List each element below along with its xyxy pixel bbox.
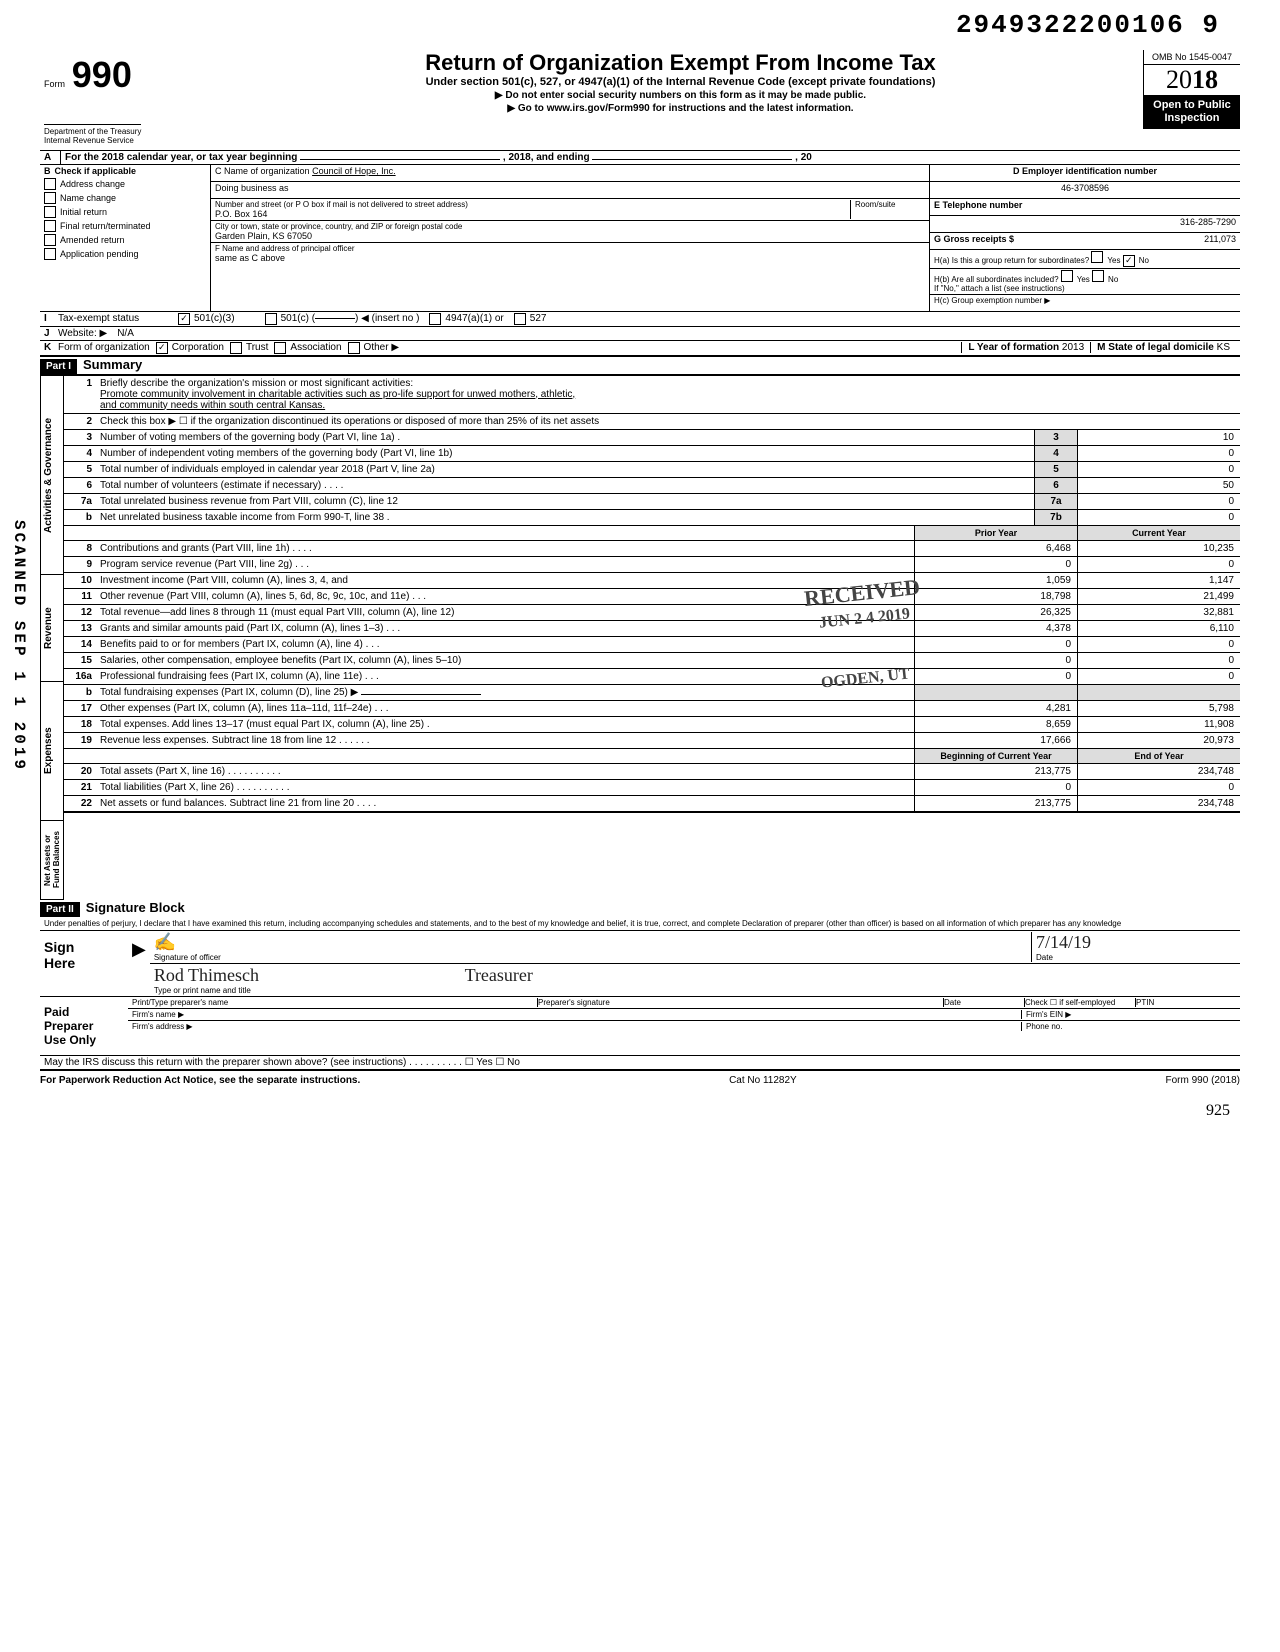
line-15: 15Salaries, other compensation, employee… bbox=[64, 653, 1240, 669]
entity-info-block: BCheck if applicable Address change Name… bbox=[40, 165, 1240, 312]
cb-501c[interactable] bbox=[265, 313, 277, 325]
discuss-line: May the IRS discuss this return with the… bbox=[40, 1056, 1240, 1071]
line-16a: 16aProfessional fundraising fees (Part I… bbox=[64, 669, 1240, 685]
line-14: 14Benefits paid to or for members (Part … bbox=[64, 637, 1240, 653]
street-address: P.O. Box 164 bbox=[215, 209, 850, 219]
vtab-net-assets: Net Assets or Fund Balances bbox=[40, 821, 64, 900]
line-16b: bTotal fundraising expenses (Part IX, co… bbox=[64, 685, 1240, 701]
line-13: 13Grants and similar amounts paid (Part … bbox=[64, 621, 1240, 637]
row-i-tax-status: I Tax-exempt status ✓501(c)(3) 501(c) ( … bbox=[40, 312, 1240, 327]
cb-527[interactable] bbox=[514, 313, 526, 325]
cb-final-return[interactable] bbox=[44, 220, 56, 232]
cb-group-yes[interactable] bbox=[1091, 251, 1103, 263]
line-12: 12Total revenue—add lines 8 through 11 (… bbox=[64, 605, 1240, 621]
row-k-form-org: K Form of organization ✓Corporation Trus… bbox=[40, 341, 1240, 357]
line-3: 3Number of voting members of the governi… bbox=[64, 430, 1240, 446]
cb-amended[interactable] bbox=[44, 234, 56, 246]
line-9: 9Program service revenue (Part VIII, lin… bbox=[64, 557, 1240, 573]
line-1: 1 Briefly describe the organization's mi… bbox=[64, 376, 1240, 414]
sign-here-block: Sign Here ▶ ✍ Signature of officer 7/14/… bbox=[40, 931, 1240, 997]
vtab-expenses: Expenses bbox=[40, 682, 64, 821]
row-j-website: J Website: ▶ N/A bbox=[40, 327, 1240, 341]
cb-corp[interactable]: ✓ bbox=[156, 342, 168, 354]
cb-trust[interactable] bbox=[230, 342, 242, 354]
line-17: 17Other expenses (Part IX, column (A), l… bbox=[64, 701, 1240, 717]
gross-receipts: 211,073 bbox=[1204, 234, 1236, 244]
paid-preparer-block: Paid Preparer Use Only Print/Type prepar… bbox=[40, 997, 1240, 1056]
tax-year: 2018 bbox=[1144, 65, 1240, 95]
ssn-warning: ▶ Do not enter social security numbers o… bbox=[228, 90, 1133, 101]
cb-address-change[interactable] bbox=[44, 178, 56, 190]
form-number: 990 bbox=[72, 54, 132, 96]
document-id: 2949322200106 9 bbox=[956, 10, 1220, 40]
line-18: 18Total expenses. Add lines 13–17 (must … bbox=[64, 717, 1240, 733]
perjury-declaration: Under penalties of perjury, I declare th… bbox=[40, 917, 1240, 931]
line-10: 10Investment income (Part VIII, column (… bbox=[64, 573, 1240, 589]
form-footer: For Paperwork Reduction Act Notice, see … bbox=[40, 1071, 1240, 1090]
cb-group-no[interactable]: ✓ bbox=[1123, 255, 1135, 267]
form-subtitle: Under section 501(c), 527, or 4947(a)(1)… bbox=[228, 76, 1133, 88]
line-7b: bNet unrelated business taxable income f… bbox=[64, 510, 1240, 526]
telephone: 316-285-7290 bbox=[930, 216, 1240, 233]
city-state-zip: Garden Plain, KS 67050 bbox=[215, 231, 925, 241]
year-formation: 2013 bbox=[1062, 342, 1084, 353]
part-2-header: Part IISignature Block bbox=[40, 900, 1240, 917]
summary-table: Activities & Governance Revenue Expenses… bbox=[40, 375, 1240, 900]
cb-assoc[interactable] bbox=[274, 342, 286, 354]
dept-treasury: Department of the Treasury Internal Reve… bbox=[44, 124, 141, 145]
cb-name-change[interactable] bbox=[44, 192, 56, 204]
cb-501c3[interactable]: ✓ bbox=[178, 313, 190, 325]
line-2: 2Check this box ▶ ☐ if the organization … bbox=[64, 414, 1240, 430]
form-title: Return of Organization Exempt From Incom… bbox=[228, 50, 1133, 76]
state-domicile: KS bbox=[1217, 342, 1230, 353]
open-public-badge: Open to PublicInspection bbox=[1144, 95, 1240, 129]
vtab-governance: Activities & Governance bbox=[40, 376, 64, 575]
sign-date: 7/14/19 bbox=[1036, 932, 1236, 953]
line-4: 4Number of independent voting members of… bbox=[64, 446, 1240, 462]
line-8: 8Contributions and grants (Part VIII, li… bbox=[64, 541, 1240, 557]
col-headers-1: Prior YearCurrent Year bbox=[64, 526, 1240, 541]
principal-officer: same as C above bbox=[215, 253, 925, 263]
instructions-link: ▶ Go to www.irs.gov/Form990 for instruct… bbox=[228, 103, 1133, 114]
line-5: 5Total number of individuals employed in… bbox=[64, 462, 1240, 478]
row-a-tax-year: A For the 2018 calendar year, or tax yea… bbox=[40, 151, 1240, 165]
cb-other[interactable] bbox=[348, 342, 360, 354]
scanned-stamp: SCANNED SEP 1 1 2019 bbox=[10, 520, 28, 772]
vtab-revenue: Revenue bbox=[40, 575, 64, 682]
officer-title: Treasurer bbox=[465, 965, 533, 985]
line-6: 6Total number of volunteers (estimate if… bbox=[64, 478, 1240, 494]
cb-app-pending[interactable] bbox=[44, 248, 56, 260]
part-1-header: Part ISummary bbox=[40, 357, 1240, 375]
form-label: Form bbox=[44, 79, 65, 89]
omb-number: OMB No 1545-0047 bbox=[1144, 50, 1240, 65]
cb-initial-return[interactable] bbox=[44, 206, 56, 218]
line-7a: 7aTotal unrelated business revenue from … bbox=[64, 494, 1240, 510]
org-name: Council of Hope, Inc. bbox=[312, 166, 396, 176]
officer-name: Rod Thimesch bbox=[154, 965, 259, 985]
cb-4947[interactable] bbox=[429, 313, 441, 325]
cb-subs-no[interactable] bbox=[1092, 270, 1104, 282]
officer-signature: ✍ bbox=[154, 932, 1031, 953]
line-11: 11Other revenue (Part VIII, column (A), … bbox=[64, 589, 1240, 605]
col-headers-2: Beginning of Current YearEnd of Year bbox=[64, 749, 1240, 764]
line-19: 19Revenue less expenses. Subtract line 1… bbox=[64, 733, 1240, 749]
line-20: 20Total assets (Part X, line 16) . . . .… bbox=[64, 764, 1240, 780]
line-22: 22Net assets or fund balances. Subtract … bbox=[64, 796, 1240, 813]
page-number: 925 bbox=[1206, 1102, 1230, 1120]
cb-subs-yes[interactable] bbox=[1061, 270, 1073, 282]
ein-value: 46-3708596 bbox=[930, 182, 1240, 199]
line-21: 21Total liabilities (Part X, line 26) . … bbox=[64, 780, 1240, 796]
